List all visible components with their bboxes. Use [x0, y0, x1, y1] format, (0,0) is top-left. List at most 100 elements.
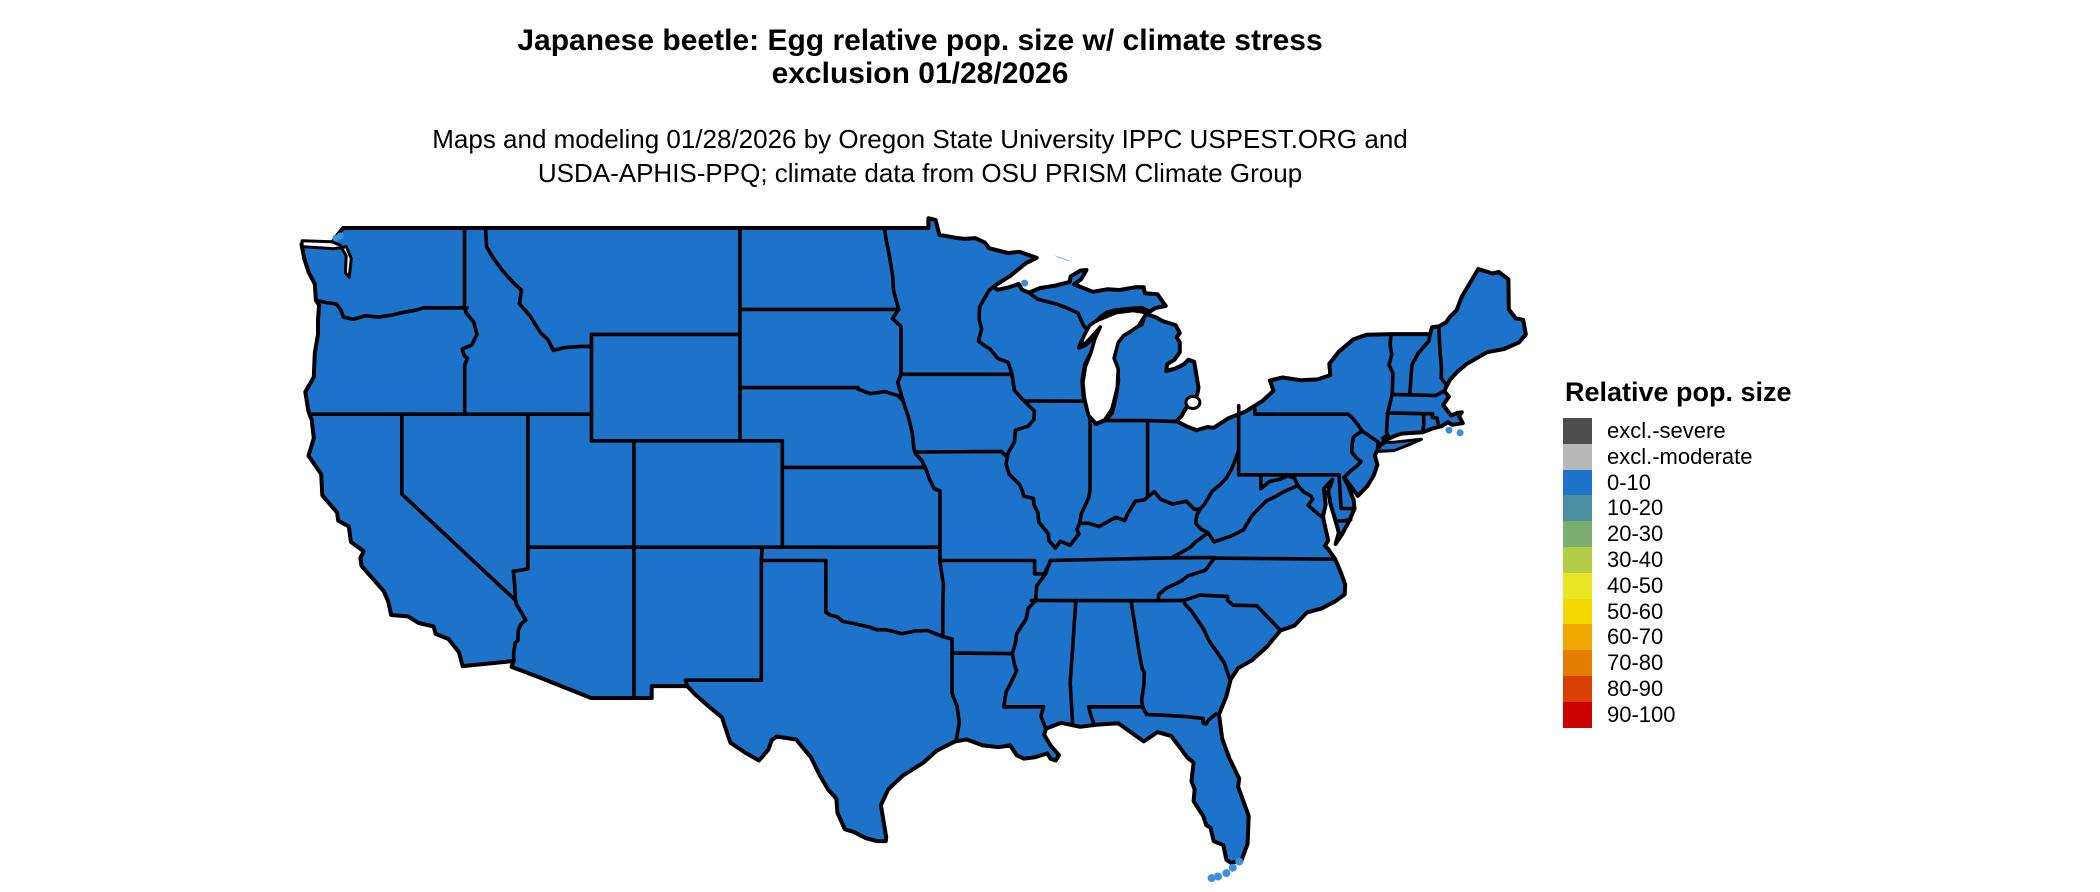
state-border-line — [1002, 705, 1048, 730]
state-border-line — [1408, 389, 1447, 398]
state-border-line — [1206, 483, 1300, 544]
state-border-line — [511, 545, 530, 603]
state-border-line — [1408, 332, 1432, 397]
state-border-line — [1068, 598, 1078, 728]
state-border-line — [1077, 418, 1092, 526]
state-border-line — [1360, 429, 1381, 451]
small-island — [1445, 426, 1453, 434]
state-border-line — [1048, 555, 1217, 563]
legend-swatch-90-100 — [1563, 701, 1592, 728]
legend-label: 30-40 — [1607, 546, 1664, 572]
subtitle-line-1: Maps and modeling 01/28/2026 by Oregon S… — [432, 124, 1408, 154]
legend-swatch-30-40 — [1563, 546, 1592, 573]
state-border-line — [1420, 411, 1426, 435]
state-border-line — [1437, 324, 1449, 388]
state-border-line — [913, 449, 1010, 460]
state-border-line — [938, 558, 954, 655]
state-border-line — [483, 226, 594, 353]
legend-swatch-excl.-severe — [1563, 418, 1592, 444]
state-border-line — [1086, 705, 1145, 726]
legend-swatch-excl.-moderate — [1563, 443, 1592, 470]
legend-label: 40-50 — [1607, 572, 1664, 598]
state-border-line — [460, 226, 479, 416]
long-island — [1376, 437, 1423, 453]
legend-label: 10-20 — [1607, 495, 1664, 521]
legend-swatch-20-30 — [1563, 521, 1592, 547]
state-border-line — [400, 412, 528, 663]
legend-item: excl.-severe — [1563, 418, 1863, 444]
state-border-line — [1387, 332, 1395, 397]
florida-keys-island — [1235, 857, 1244, 866]
state-border-line — [950, 651, 1015, 656]
legend-item: 80-90 — [1563, 675, 1863, 702]
legend-swatch-10-20 — [1563, 495, 1592, 522]
state-border-line — [1236, 448, 1341, 477]
state-border-line — [1385, 411, 1435, 416]
small-island — [1456, 429, 1464, 437]
puget-sound — [300, 239, 353, 279]
legend-swatch-40-50 — [1563, 572, 1592, 599]
state-borders — [307, 226, 1449, 743]
legend-label: 0-10 — [1607, 469, 1652, 495]
legend-item: 20-30 — [1563, 521, 1863, 547]
state-border-line — [1182, 598, 1232, 681]
legend-label: 70-80 — [1607, 650, 1664, 676]
legend-item: excl.-moderate — [1563, 443, 1863, 470]
legend-label: 60-70 — [1607, 624, 1664, 650]
state-border-line — [976, 285, 1014, 377]
state-border-line — [1004, 372, 1058, 550]
state-border-line — [1385, 392, 1394, 415]
state-border-line — [1337, 473, 1357, 511]
state-border-line — [314, 298, 469, 321]
state-border-line — [950, 651, 962, 743]
state-border-line — [1169, 531, 1210, 560]
state-border-line — [1212, 556, 1337, 561]
legend-swatch-80-90 — [1563, 675, 1592, 702]
state-border-line — [683, 558, 764, 688]
legend-item: 60-70 — [1563, 624, 1863, 651]
legend-label: excl.-moderate — [1607, 443, 1753, 469]
small-island — [1021, 279, 1029, 287]
state-border-line — [1253, 405, 1364, 433]
legend-item: 10-20 — [1563, 495, 1863, 522]
small-island — [336, 232, 344, 240]
state-border-line — [1193, 507, 1210, 535]
lake-st-clair — [1184, 395, 1202, 410]
state-border-line — [882, 226, 901, 312]
legend-label: 50-60 — [1607, 598, 1664, 624]
legend-label: 20-30 — [1607, 521, 1664, 547]
isle-royale — [1053, 255, 1072, 262]
title-line-1: Japanese beetle: Egg relative pop. size … — [517, 24, 1323, 57]
legend-label: 80-90 — [1607, 675, 1664, 701]
legend-item: 30-40 — [1563, 546, 1863, 573]
state-border-line — [1156, 555, 1217, 603]
state-border-line — [738, 385, 942, 563]
legend-item: 50-60 — [1563, 598, 1863, 625]
state-border-line — [1182, 593, 1283, 633]
state-border-line — [1342, 429, 1364, 480]
page-subtitle: Maps and modeling 01/28/2026 by Oregon S… — [0, 122, 1840, 190]
state-border-line — [759, 545, 764, 563]
florida-keys-island — [1222, 869, 1231, 878]
florida-keys-island — [1228, 863, 1237, 872]
state-border-line — [1259, 473, 1326, 520]
legend-items: excl.-severe excl.-moderate 0-10 10-20 20-30… — [1563, 418, 1863, 728]
us-outline — [299, 216, 1528, 865]
florida-keys-island — [1214, 872, 1222, 881]
legend-swatch-70-80 — [1563, 650, 1592, 676]
title-line-2: exclusion 01/28/2026 — [771, 57, 1069, 90]
legend-swatch-60-70 — [1563, 624, 1592, 651]
legend-item: 90-100 — [1563, 701, 1863, 728]
state-border-line — [824, 610, 945, 639]
lake-michigan — [1078, 308, 1151, 426]
page-title: Japanese beetle: Egg relative pop. size … — [0, 24, 1840, 90]
state-border-line — [1144, 712, 1221, 726]
legend-swatch-0-10 — [1563, 469, 1592, 496]
legend-swatch-50-60 — [1563, 598, 1592, 625]
legend-item: 0-10 — [1563, 469, 1863, 496]
state-border-line — [890, 307, 905, 403]
state-border-line — [1002, 558, 1053, 709]
legend-item: 70-80 — [1563, 650, 1863, 676]
